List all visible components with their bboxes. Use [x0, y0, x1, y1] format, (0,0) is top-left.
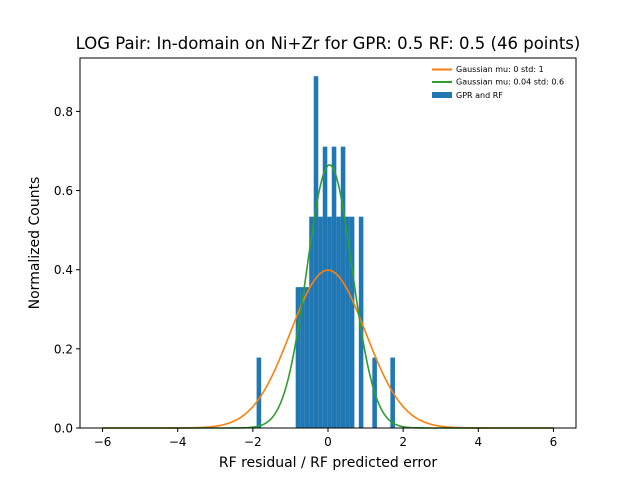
y-axis-label: Normalized Counts	[27, 177, 43, 310]
x-tick-label: 6	[550, 435, 558, 449]
y-tick-label: 0.6	[54, 184, 73, 198]
histogram-bar	[300, 287, 305, 428]
x-tick-label: −6	[94, 435, 112, 449]
histogram-bar	[327, 216, 332, 428]
x-tick-label: −2	[244, 435, 262, 449]
histogram-bar	[336, 216, 341, 428]
y-tick-label: 0.0	[54, 422, 73, 436]
histogram-bar	[318, 216, 323, 428]
histogram-bar	[295, 287, 301, 428]
histogram-bar	[256, 357, 262, 428]
x-axis: −6 −4 −2 0 2 4 6	[94, 428, 558, 449]
legend-swatch-histogram	[432, 92, 452, 98]
histogram-bar	[340, 146, 346, 428]
histogram-bar	[322, 146, 328, 428]
legend: Gaussian mu: 0 std: 1 Gaussian mu: 0.04 …	[432, 65, 564, 100]
histogram-bar	[331, 146, 337, 428]
histogram-bar	[345, 216, 350, 428]
x-axis-label: RF residual / RF predicted error	[219, 455, 438, 471]
x-tick-label: 0	[324, 435, 332, 449]
y-tick-label: 0.2	[54, 342, 73, 356]
x-tick-label: 4	[474, 435, 482, 449]
legend-label-gaussian-2: Gaussian mu: 0.04 std: 0.6	[456, 78, 564, 87]
legend-label-histogram: GPR and RF	[456, 91, 503, 100]
x-tick-label: −4	[169, 435, 187, 449]
y-tick-label: 0.4	[54, 263, 73, 277]
histogram-bar	[349, 216, 355, 428]
x-tick-label: 2	[399, 435, 407, 449]
y-axis: 0.0 0.2 0.4 0.6 0.8	[54, 105, 80, 436]
histogram-bar	[313, 76, 319, 428]
y-tick-label: 0.8	[54, 105, 73, 119]
histogram-bar	[309, 216, 314, 428]
chart-title: LOG Pair: In-domain on Ni+Zr for GPR: 0.…	[76, 34, 581, 53]
histogram-bar	[304, 287, 310, 428]
legend-label-gaussian-1: Gaussian mu: 0 std: 1	[456, 65, 544, 74]
